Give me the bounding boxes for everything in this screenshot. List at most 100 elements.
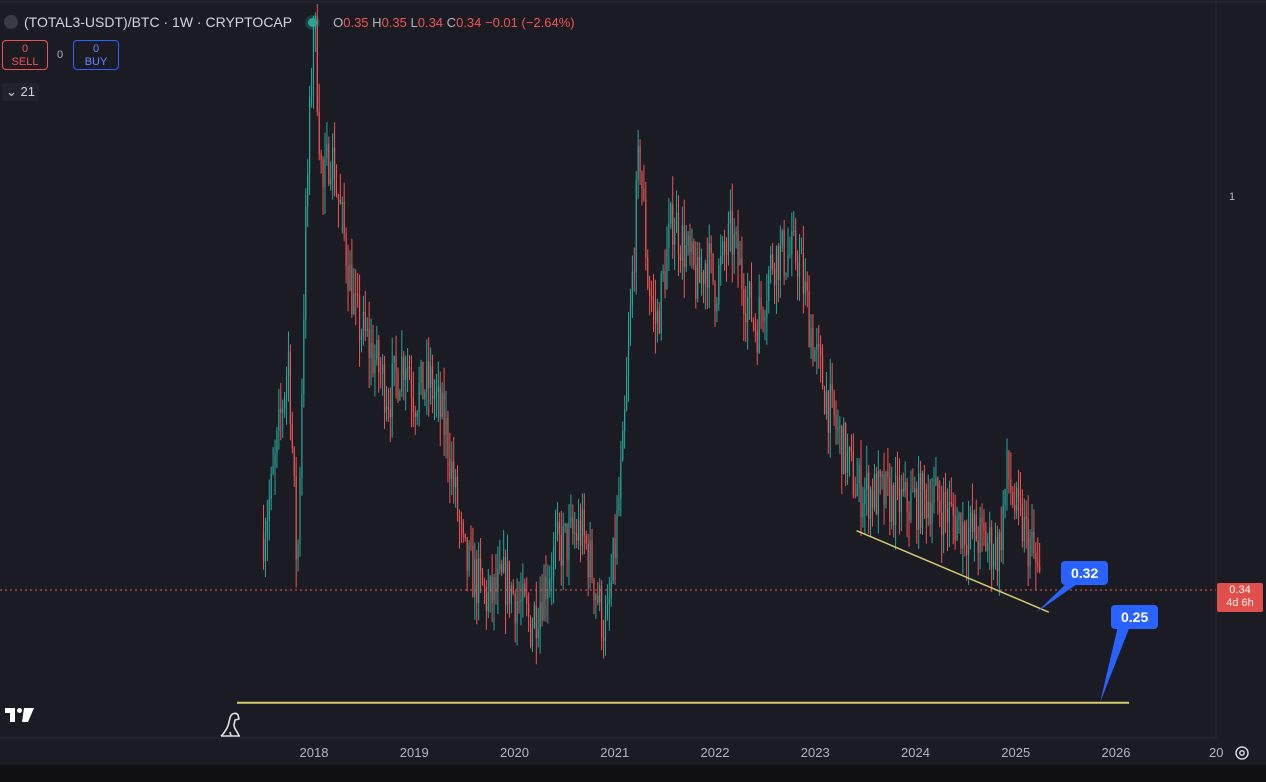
candle-body xyxy=(268,499,270,522)
candle-body xyxy=(305,206,307,320)
candle-body xyxy=(368,329,370,358)
candle-body xyxy=(333,147,336,190)
candle-body xyxy=(931,503,933,525)
candle-body xyxy=(624,410,626,431)
candle-body xyxy=(914,488,916,493)
candle-body xyxy=(962,521,964,549)
candle-body xyxy=(1023,516,1025,542)
candle-body xyxy=(795,230,797,263)
candle-body xyxy=(896,475,899,478)
candle-body xyxy=(558,521,560,535)
candle-body xyxy=(622,430,624,461)
candle-body xyxy=(520,599,522,603)
candle-body xyxy=(850,447,852,452)
candle-body xyxy=(522,583,524,600)
candle-body xyxy=(577,520,580,541)
candle-body xyxy=(574,533,576,535)
candle-body xyxy=(378,339,380,373)
candle-body xyxy=(683,225,685,268)
candle-body xyxy=(528,603,530,618)
candle-body xyxy=(848,447,851,452)
candle-body xyxy=(526,595,528,604)
candle-body xyxy=(370,343,372,358)
candle-body xyxy=(485,586,487,612)
falling-trendline[interactable] xyxy=(856,529,1050,613)
candle-body xyxy=(806,281,808,292)
candle-body xyxy=(666,247,668,290)
candle-body xyxy=(537,629,539,638)
callout-pointer-lower xyxy=(1100,626,1130,703)
candle-body xyxy=(772,254,774,270)
symbol-title[interactable]: (TOTAL3-USDT)/BTC · 1W · CRYPTOCAP xyxy=(24,14,293,30)
candle-body xyxy=(935,477,937,486)
candle-body xyxy=(904,481,906,492)
candle-body xyxy=(652,299,655,304)
x-tick-label: 20 xyxy=(1209,745,1223,760)
tradingview-logo[interactable] xyxy=(4,706,36,724)
candle-body xyxy=(585,535,587,544)
candle-body xyxy=(1019,496,1022,504)
candle-body xyxy=(643,188,645,200)
candle-body xyxy=(656,310,658,324)
candle-body xyxy=(426,361,428,392)
candle-body xyxy=(551,577,553,579)
candle-body xyxy=(1021,503,1023,542)
candle-body xyxy=(725,253,728,256)
indicators-toggle-button[interactable]: ⌄ 21 xyxy=(2,83,39,101)
candle-body xyxy=(706,263,708,288)
change-value: −0.01 (−2.64%) xyxy=(485,14,575,30)
sell-value: 0 xyxy=(21,43,29,55)
sell-button[interactable]: 0 SELL xyxy=(2,40,48,70)
current-price-label: 0.34 4d 6h xyxy=(1217,583,1263,612)
candle-body xyxy=(647,257,649,289)
candle-body xyxy=(510,585,512,604)
candle-body xyxy=(1002,505,1004,551)
candle-body xyxy=(433,395,436,399)
candle-body xyxy=(541,602,543,621)
candle-body xyxy=(324,157,326,187)
candle-body xyxy=(866,472,868,490)
candle-body xyxy=(453,461,455,488)
candle-body xyxy=(312,27,315,85)
candle-body xyxy=(916,488,918,531)
candle-body xyxy=(821,354,824,389)
candle-body xyxy=(633,271,635,273)
symbol-logo-icon xyxy=(4,15,18,29)
candle-body xyxy=(967,527,970,556)
candle-body xyxy=(658,310,660,334)
quantity-value[interactable]: 0 xyxy=(57,49,64,61)
candle-body xyxy=(1006,451,1008,489)
candle-body xyxy=(503,556,505,573)
price-callout-lower[interactable]: 0.25 xyxy=(1111,605,1159,629)
candle-body xyxy=(898,477,901,512)
candle-body xyxy=(881,474,883,477)
candle-body xyxy=(524,583,526,596)
candle-body xyxy=(820,346,822,355)
dinosaur-icon[interactable] xyxy=(218,710,244,738)
price-callout-upper[interactable]: 0.32 xyxy=(1061,561,1109,585)
candle-body xyxy=(1035,553,1037,563)
candle-body xyxy=(768,270,770,301)
candle-body xyxy=(883,474,885,505)
candle-body xyxy=(969,511,972,528)
candle-body xyxy=(948,501,950,523)
candle-body xyxy=(472,545,474,598)
candle-body xyxy=(595,595,597,600)
buy-button[interactable]: 0 BUY xyxy=(73,40,119,70)
candle-body xyxy=(637,146,639,181)
candle-body xyxy=(301,393,303,478)
time-axis: 2018 2019 2020 2021 2022 2023 2024 2025 2026 20 xyxy=(300,745,1224,760)
candle-body xyxy=(420,361,422,383)
candle-body xyxy=(925,490,927,519)
candle-body xyxy=(560,534,562,566)
candle-body xyxy=(818,344,820,347)
candle-body xyxy=(349,264,351,291)
candle-body xyxy=(987,543,989,551)
candle-body xyxy=(998,532,1000,572)
candle-body xyxy=(428,361,430,388)
gear-icon[interactable] xyxy=(1233,744,1251,762)
candle-body xyxy=(393,356,395,364)
candle-body xyxy=(741,258,743,290)
candle-body xyxy=(556,521,559,533)
